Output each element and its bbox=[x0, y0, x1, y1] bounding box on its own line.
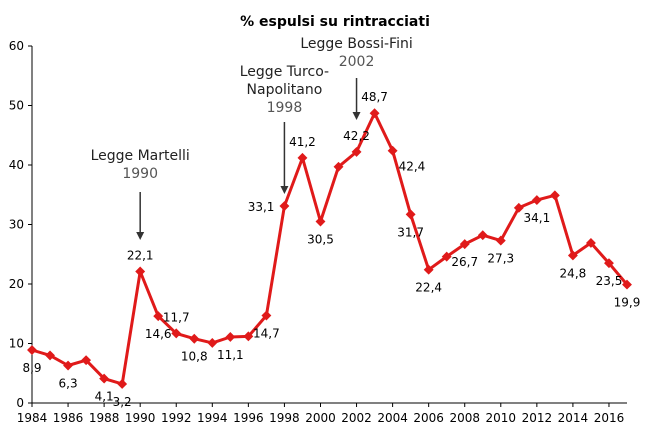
data-label: 11,7 bbox=[163, 310, 190, 324]
data-label: 22,4 bbox=[415, 281, 442, 295]
annotation-label: Napolitano bbox=[247, 82, 323, 98]
data-label: 33,1 bbox=[248, 200, 275, 214]
x-tick-label: 2004 bbox=[377, 411, 408, 425]
data-label: 23,5 bbox=[596, 274, 623, 288]
y-tick-label: 40 bbox=[9, 158, 24, 172]
data-label: 14,7 bbox=[253, 327, 280, 341]
data-label: 31,7 bbox=[397, 225, 424, 239]
data-label: 11,1 bbox=[217, 348, 244, 362]
data-label: 26,7 bbox=[451, 255, 478, 269]
x-tick-label: 2002 bbox=[341, 411, 372, 425]
data-point bbox=[387, 145, 398, 156]
data-point bbox=[261, 310, 272, 321]
data-label: 34,1 bbox=[523, 211, 550, 225]
annotation-arrowhead bbox=[352, 112, 361, 120]
data-label: 42,2 bbox=[343, 129, 370, 143]
y-tick-label: 20 bbox=[9, 277, 24, 291]
data-point bbox=[225, 332, 236, 342]
data-point bbox=[189, 333, 200, 344]
y-tick-label: 30 bbox=[9, 218, 24, 232]
data-point bbox=[171, 328, 182, 339]
axes bbox=[28, 45, 627, 407]
data-point bbox=[369, 108, 380, 119]
data-label: 6,3 bbox=[59, 377, 78, 391]
x-tick-label: 1998 bbox=[269, 411, 300, 425]
data-point bbox=[459, 239, 470, 250]
annotation-label: Legge Martelli bbox=[91, 148, 190, 164]
data-point bbox=[297, 152, 308, 163]
x-tick-label: 1990 bbox=[125, 411, 156, 425]
x-tick-label: 1988 bbox=[89, 411, 120, 425]
x-tick-label: 2006 bbox=[413, 411, 444, 425]
data-label: 48,7 bbox=[361, 90, 388, 104]
data-label: 30,5 bbox=[307, 233, 334, 247]
annotation-year: 1990 bbox=[122, 166, 158, 182]
x-tick-label: 2010 bbox=[486, 411, 517, 425]
annotation-arrowhead bbox=[136, 232, 145, 240]
series-line bbox=[31, 111, 629, 386]
data-point bbox=[405, 209, 416, 220]
x-tick-label: 2016 bbox=[594, 411, 625, 425]
x-tick-label: 1986 bbox=[53, 411, 84, 425]
data-label: 42,4 bbox=[399, 160, 426, 174]
x-tick-label: 2000 bbox=[305, 411, 336, 425]
data-point bbox=[549, 190, 560, 201]
data-label: 24,8 bbox=[560, 266, 587, 280]
annotation-year: 2002 bbox=[339, 54, 375, 70]
data-point bbox=[243, 331, 254, 342]
data-point bbox=[333, 161, 344, 172]
x-tick-label: 2008 bbox=[449, 411, 480, 425]
data-point bbox=[27, 345, 37, 355]
data-label: 4,1 bbox=[95, 390, 114, 404]
data-point bbox=[622, 279, 632, 290]
data-point bbox=[531, 195, 542, 206]
data-point bbox=[477, 230, 488, 241]
data-point bbox=[117, 379, 128, 389]
data-label: 41,2 bbox=[289, 135, 316, 149]
annotation-arrowhead bbox=[280, 186, 289, 194]
data-point bbox=[135, 266, 146, 277]
y-tick-label: 0 bbox=[16, 396, 24, 410]
annotations: Legge Martelli 1990 Legge Turco- Napolitano… bbox=[91, 36, 413, 240]
x-tick-label: 2012 bbox=[522, 411, 553, 425]
data-label: 22,1 bbox=[127, 249, 154, 263]
data-point bbox=[604, 258, 614, 269]
x-tick-label: 2014 bbox=[558, 411, 589, 425]
chart-title: % espulsi su rintracciati bbox=[240, 14, 430, 30]
x-tick-label: 1994 bbox=[197, 411, 228, 425]
x-tick-label: 1992 bbox=[161, 411, 192, 425]
data-label: 3,2 bbox=[113, 395, 132, 409]
data-point bbox=[351, 146, 362, 157]
data-label: 27,3 bbox=[487, 252, 514, 266]
data-labels: 8,9 6,3 4,13,2 22,1 14,6 11,7 10,8 11,1 14,7 33,1… bbox=[22, 90, 640, 409]
data-point bbox=[585, 237, 596, 248]
data-point bbox=[495, 235, 506, 246]
annotation-year: 1998 bbox=[267, 100, 303, 116]
data-point bbox=[315, 216, 326, 227]
data-point bbox=[207, 337, 218, 348]
x-tick-label: 1996 bbox=[233, 411, 264, 425]
data-label: 8,9 bbox=[22, 361, 41, 375]
y-tick-label: 10 bbox=[9, 337, 24, 351]
data-series bbox=[27, 108, 632, 389]
y-tick-label: 60 bbox=[9, 39, 24, 53]
y-tick-label: 50 bbox=[9, 99, 24, 113]
data-point bbox=[513, 202, 524, 213]
data-point bbox=[423, 264, 434, 275]
annotation-label: Legge Turco- bbox=[240, 64, 329, 80]
data-point bbox=[441, 251, 452, 262]
data-label: 14,6 bbox=[145, 327, 172, 341]
data-label: 10,8 bbox=[181, 350, 208, 364]
annotation-label: Legge Bossi-Fini bbox=[300, 36, 412, 52]
tick-labels: 0 10 20 30 40 50 60 1984 1986 1988 1990 1992 1994 199… bbox=[9, 39, 625, 425]
data-label: 19,9 bbox=[614, 296, 641, 310]
data-point bbox=[279, 201, 290, 212]
x-tick-label: 1984 bbox=[17, 411, 48, 425]
data-point bbox=[567, 250, 578, 261]
data-point bbox=[153, 311, 164, 322]
